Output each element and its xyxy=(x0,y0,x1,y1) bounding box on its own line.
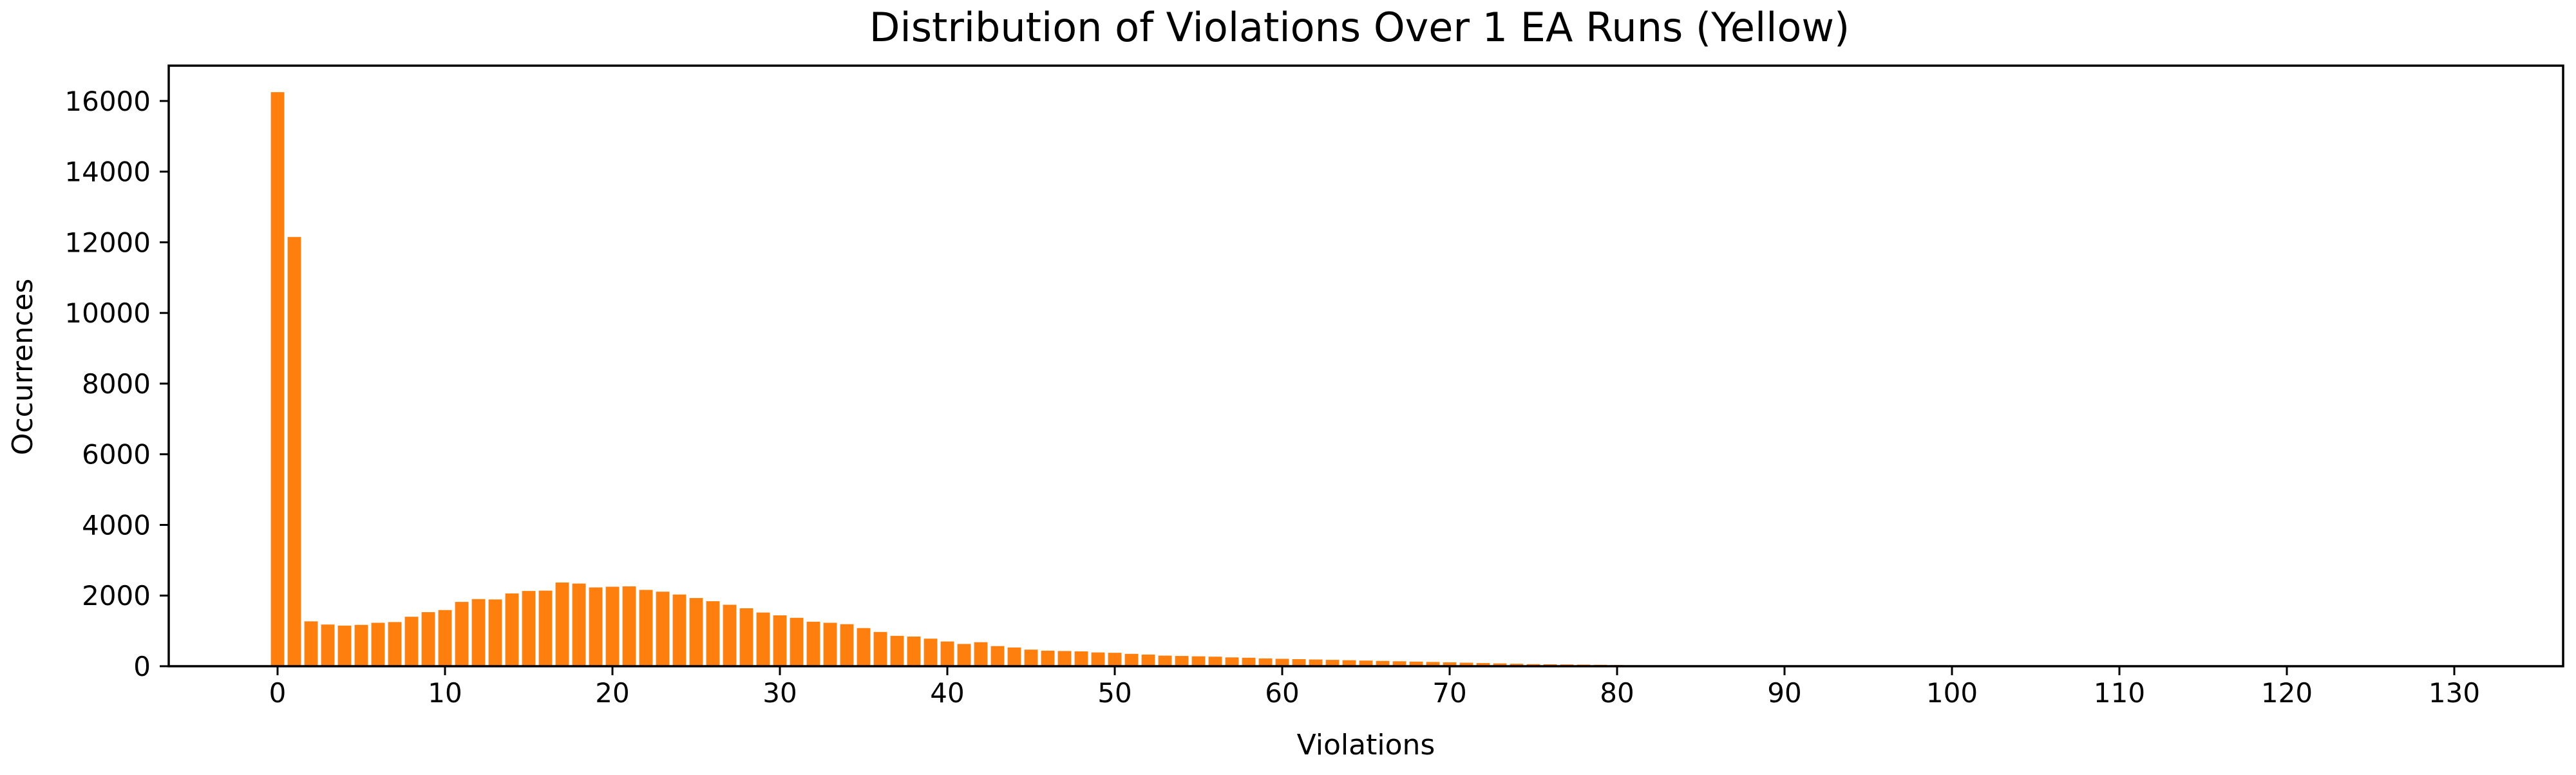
bar-12 xyxy=(472,599,486,666)
bar-13 xyxy=(489,599,502,666)
x-tick-label-10: 10 xyxy=(428,677,462,709)
x-axis: 0 10 20 30 40 50 60 70 80 90 100 110 120 130 xyxy=(269,666,2480,709)
bar-38 xyxy=(907,637,921,666)
bar-40 xyxy=(941,642,954,666)
bar-0 xyxy=(271,92,285,666)
bar-53 xyxy=(1159,656,1172,666)
bar-43 xyxy=(991,646,1005,666)
bar-19 xyxy=(589,588,603,666)
bar-8 xyxy=(405,617,419,666)
bar-59 xyxy=(1259,658,1273,666)
x-axis-label: Violations xyxy=(1297,729,1435,761)
y-tick-label-10000: 10000 xyxy=(64,297,151,329)
bar-14 xyxy=(506,593,519,666)
x-tick-label-100: 100 xyxy=(1926,677,1978,709)
x-tick-label-0: 0 xyxy=(269,677,287,709)
bar-30 xyxy=(773,615,787,666)
x-tick-label-70: 70 xyxy=(1432,677,1466,709)
bar-31 xyxy=(790,618,804,666)
x-tick-label-80: 80 xyxy=(1600,677,1634,709)
chart-title: Distribution of Violations Over 1 EA Run… xyxy=(869,4,1850,51)
bar-48 xyxy=(1075,651,1088,666)
bar-46 xyxy=(1041,651,1055,666)
bar-56 xyxy=(1209,657,1222,666)
bar-54 xyxy=(1175,656,1189,666)
bar-6 xyxy=(372,622,385,666)
x-tick-label-40: 40 xyxy=(930,677,964,709)
y-tick-label-4000: 4000 xyxy=(82,509,151,541)
y-tick-label-6000: 6000 xyxy=(82,439,151,471)
bar-24 xyxy=(673,595,687,666)
bar-15 xyxy=(522,591,536,666)
plot-frame xyxy=(169,66,2563,666)
bar-2 xyxy=(305,621,318,666)
y-tick-label-2000: 2000 xyxy=(82,580,151,612)
bar-20 xyxy=(606,587,620,666)
x-tick-label-30: 30 xyxy=(762,677,797,709)
bar-42 xyxy=(974,642,988,666)
bar-18 xyxy=(573,584,586,666)
bar-17 xyxy=(556,583,569,666)
bar-45 xyxy=(1025,649,1038,666)
bar-22 xyxy=(639,590,653,666)
bar-51 xyxy=(1125,654,1139,666)
x-tick-label-120: 120 xyxy=(2261,677,2313,709)
bar-26 xyxy=(706,601,720,666)
bar-27 xyxy=(723,605,737,667)
bar-5 xyxy=(355,625,368,666)
bar-32 xyxy=(807,622,820,666)
bar-49 xyxy=(1092,653,1105,666)
bar-9 xyxy=(422,612,435,666)
bar-33 xyxy=(824,622,837,666)
bar-39 xyxy=(924,639,938,666)
y-axis: 0 2000 4000 6000 8000 10000 12000 14000 16000 xyxy=(64,86,169,682)
bar-1 xyxy=(288,237,301,666)
y-axis-label: Occurrences xyxy=(6,279,39,455)
x-tick-label-90: 90 xyxy=(1767,677,1801,709)
y-tick-label-8000: 8000 xyxy=(82,368,151,400)
bar-29 xyxy=(757,613,770,666)
y-tick-label-0: 0 xyxy=(133,651,151,682)
bar-4 xyxy=(338,626,352,666)
bar-16 xyxy=(539,591,553,666)
bar-36 xyxy=(874,632,887,666)
y-tick-label-14000: 14000 xyxy=(64,156,151,188)
bar-52 xyxy=(1142,655,1155,666)
x-tick-label-130: 130 xyxy=(2429,677,2480,709)
bar-37 xyxy=(891,636,904,666)
bar-44 xyxy=(1008,648,1021,666)
bar-10 xyxy=(439,610,452,666)
x-tick-label-50: 50 xyxy=(1097,677,1132,709)
y-tick-label-12000: 12000 xyxy=(64,227,151,258)
bar-34 xyxy=(840,624,854,666)
bar-7 xyxy=(388,622,402,666)
bar-58 xyxy=(1242,658,1256,666)
bar-11 xyxy=(455,602,469,666)
bar-41 xyxy=(958,644,971,666)
bar-25 xyxy=(690,598,703,666)
bar-35 xyxy=(857,628,871,666)
bar-28 xyxy=(740,608,753,666)
bar-3 xyxy=(321,624,335,666)
x-tick-label-20: 20 xyxy=(595,677,629,709)
bar-47 xyxy=(1058,651,1072,666)
bars-group xyxy=(271,92,2461,666)
y-tick-label-16000: 16000 xyxy=(64,86,151,117)
x-tick-label-60: 60 xyxy=(1265,677,1299,709)
bar-50 xyxy=(1108,653,1122,666)
x-tick-label-110: 110 xyxy=(2094,677,2145,709)
bar-21 xyxy=(623,586,636,666)
bar-57 xyxy=(1226,657,1239,666)
bar-55 xyxy=(1192,657,1206,666)
bar-23 xyxy=(656,592,670,666)
